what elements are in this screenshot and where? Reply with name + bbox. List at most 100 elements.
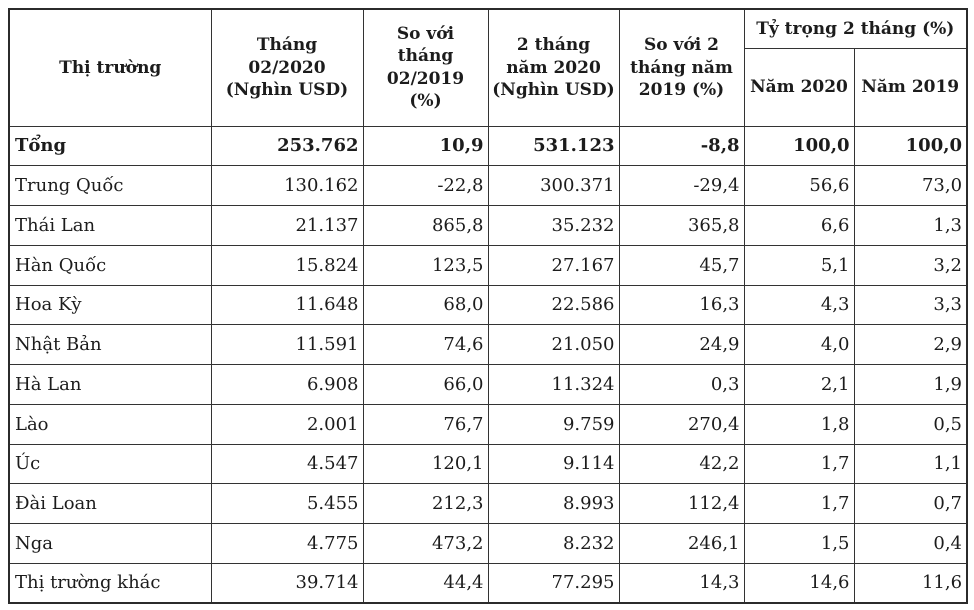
value-cell-vs-two-months-2019: -8,8 (618, 125, 745, 167)
value-cell-vs-month-2019: 68,0 (362, 284, 489, 326)
header-market: Thị trường (8, 8, 212, 127)
market-name-cell: Thái Lan (8, 205, 212, 246)
value-cell-vs-month-2019: 44,4 (362, 562, 489, 604)
value-cell-share-2019: 1,3 (853, 205, 968, 246)
value-cell-month-2020: 4.547 (210, 443, 364, 485)
market-name-cell: Thị trường khác (8, 562, 212, 604)
table-row: Hoa Kỳ 11.648 68,0 22.586 16,3 4,3 3,3 (8, 284, 968, 326)
header-row-1: Thị trường Tháng 02/2020 (Nghìn USD) So … (8, 8, 968, 127)
header-share-group: Tỷ trọng 2 tháng (%) (743, 8, 968, 49)
value-cell-share-2019: 3,3 (853, 284, 968, 326)
value-cell-vs-month-2019: 76,7 (362, 403, 489, 445)
value-cell-vs-two-months-2019: -29,4 (618, 165, 745, 206)
value-cell-vs-month-2019: 473,2 (362, 523, 489, 564)
value-cell-vs-two-months-2019: 42,2 (618, 443, 745, 485)
value-cell-month-2020: 130.162 (210, 165, 364, 206)
value-cell-vs-month-2019: 865,8 (362, 205, 489, 246)
value-cell-share-2019: 2,9 (853, 324, 968, 365)
value-cell-two-months-2020: 22.586 (487, 284, 620, 326)
value-cell-month-2020: 11.648 (210, 284, 364, 326)
value-cell-two-months-2020: 8.232 (487, 523, 620, 564)
value-cell-share-2020: 4,0 (743, 324, 855, 365)
value-cell-share-2019: 1,9 (853, 364, 968, 405)
value-cell-share-2020: 1,5 (743, 523, 855, 564)
table-body: Tổng 253.762 10,9 531.123 -8,8 100,0 100… (8, 125, 968, 604)
value-cell-share-2019: 100,0 (853, 125, 968, 167)
market-name-cell: Úc (8, 443, 212, 485)
value-cell-month-2020: 15.824 (210, 244, 364, 286)
value-cell-month-2020: 253.762 (210, 125, 364, 167)
market-name-cell: Tổng (8, 125, 212, 167)
value-cell-share-2020: 5,1 (743, 244, 855, 286)
value-cell-vs-month-2019: -22,8 (362, 165, 489, 206)
market-name-cell: Trung Quốc (8, 165, 212, 206)
value-cell-two-months-2020: 27.167 (487, 244, 620, 286)
value-cell-vs-two-months-2019: 14,3 (618, 562, 745, 604)
value-cell-month-2020: 5.455 (210, 483, 364, 524)
value-cell-share-2019: 11,6 (853, 562, 968, 604)
value-cell-share-2019: 3,2 (853, 244, 968, 286)
market-name-cell: Đài Loan (8, 483, 212, 524)
value-cell-two-months-2020: 35.232 (487, 205, 620, 246)
header-share-2019: Năm 2019 (853, 47, 968, 127)
value-cell-vs-month-2019: 123,5 (362, 244, 489, 286)
value-cell-vs-two-months-2019: 24,9 (618, 324, 745, 365)
value-cell-two-months-2020: 11.324 (487, 364, 620, 405)
value-cell-share-2019: 0,4 (853, 523, 968, 564)
value-cell-share-2019: 0,5 (853, 403, 968, 445)
table-header: Thị trường Tháng 02/2020 (Nghìn USD) So … (8, 8, 968, 127)
header-vs-month-2019: So với tháng 02/2019 (%) (362, 8, 489, 127)
market-table: Thị trường Tháng 02/2020 (Nghìn USD) So … (8, 8, 969, 604)
table-row: Úc 4.547 120,1 9.114 42,2 1,7 1,1 (8, 443, 968, 485)
header-share-2020: Năm 2020 (743, 47, 855, 127)
value-cell-month-2020: 21.137 (210, 205, 364, 246)
value-cell-vs-month-2019: 10,9 (362, 125, 489, 167)
value-cell-share-2020: 6,6 (743, 205, 855, 246)
market-name-cell: Lào (8, 403, 212, 445)
value-cell-month-2020: 11.591 (210, 324, 364, 365)
table-row: Tổng 253.762 10,9 531.123 -8,8 100,0 100… (8, 125, 968, 167)
value-cell-share-2020: 56,6 (743, 165, 855, 206)
value-cell-two-months-2020: 9.759 (487, 403, 620, 445)
value-cell-share-2019: 0,7 (853, 483, 968, 524)
value-cell-vs-month-2019: 120,1 (362, 443, 489, 485)
value-cell-vs-month-2019: 74,6 (362, 324, 489, 365)
table-row: Trung Quốc 130.162 -22,8 300.371 -29,4 5… (8, 165, 968, 206)
value-cell-vs-two-months-2019: 16,3 (618, 284, 745, 326)
value-cell-share-2020: 2,1 (743, 364, 855, 405)
value-cell-share-2020: 1,8 (743, 403, 855, 445)
table-row: Nhật Bản 11.591 74,6 21.050 24,9 4,0 2,9 (8, 324, 968, 365)
market-name-cell: Hà Lan (8, 364, 212, 405)
value-cell-share-2020: 4,3 (743, 284, 855, 326)
table-row: Đài Loan 5.455 212,3 8.993 112,4 1,7 0,7 (8, 483, 968, 524)
value-cell-two-months-2020: 21.050 (487, 324, 620, 365)
market-name-cell: Hoa Kỳ (8, 284, 212, 326)
value-cell-two-months-2020: 8.993 (487, 483, 620, 524)
table-row: Thái Lan 21.137 865,8 35.232 365,8 6,6 1… (8, 205, 968, 246)
value-cell-vs-two-months-2019: 270,4 (618, 403, 745, 445)
table-row: Lào 2.001 76,7 9.759 270,4 1,8 0,5 (8, 403, 968, 445)
value-cell-share-2020: 100,0 (743, 125, 855, 167)
value-cell-vs-two-months-2019: 0,3 (618, 364, 745, 405)
value-cell-vs-two-months-2019: 246,1 (618, 523, 745, 564)
value-cell-share-2019: 73,0 (853, 165, 968, 206)
value-cell-share-2019: 1,1 (853, 443, 968, 485)
value-cell-month-2020: 2.001 (210, 403, 364, 445)
value-cell-two-months-2020: 9.114 (487, 443, 620, 485)
value-cell-vs-two-months-2019: 112,4 (618, 483, 745, 524)
value-cell-share-2020: 1,7 (743, 483, 855, 524)
value-cell-two-months-2020: 77.295 (487, 562, 620, 604)
value-cell-vs-two-months-2019: 45,7 (618, 244, 745, 286)
value-cell-two-months-2020: 300.371 (487, 165, 620, 206)
value-cell-month-2020: 4.775 (210, 523, 364, 564)
table-row: Thị trường khác 39.714 44,4 77.295 14,3 … (8, 562, 968, 604)
value-cell-share-2020: 14,6 (743, 562, 855, 604)
header-two-months-2020: 2 tháng năm 2020 (Nghìn USD) (487, 8, 620, 127)
header-month-2020: Tháng 02/2020 (Nghìn USD) (210, 8, 364, 127)
value-cell-vs-month-2019: 66,0 (362, 364, 489, 405)
value-cell-two-months-2020: 531.123 (487, 125, 620, 167)
header-vs-two-months-2019: So với 2 tháng năm 2019 (%) (618, 8, 745, 127)
table-row: Hàn Quốc 15.824 123,5 27.167 45,7 5,1 3,… (8, 244, 968, 286)
value-cell-month-2020: 39.714 (210, 562, 364, 604)
